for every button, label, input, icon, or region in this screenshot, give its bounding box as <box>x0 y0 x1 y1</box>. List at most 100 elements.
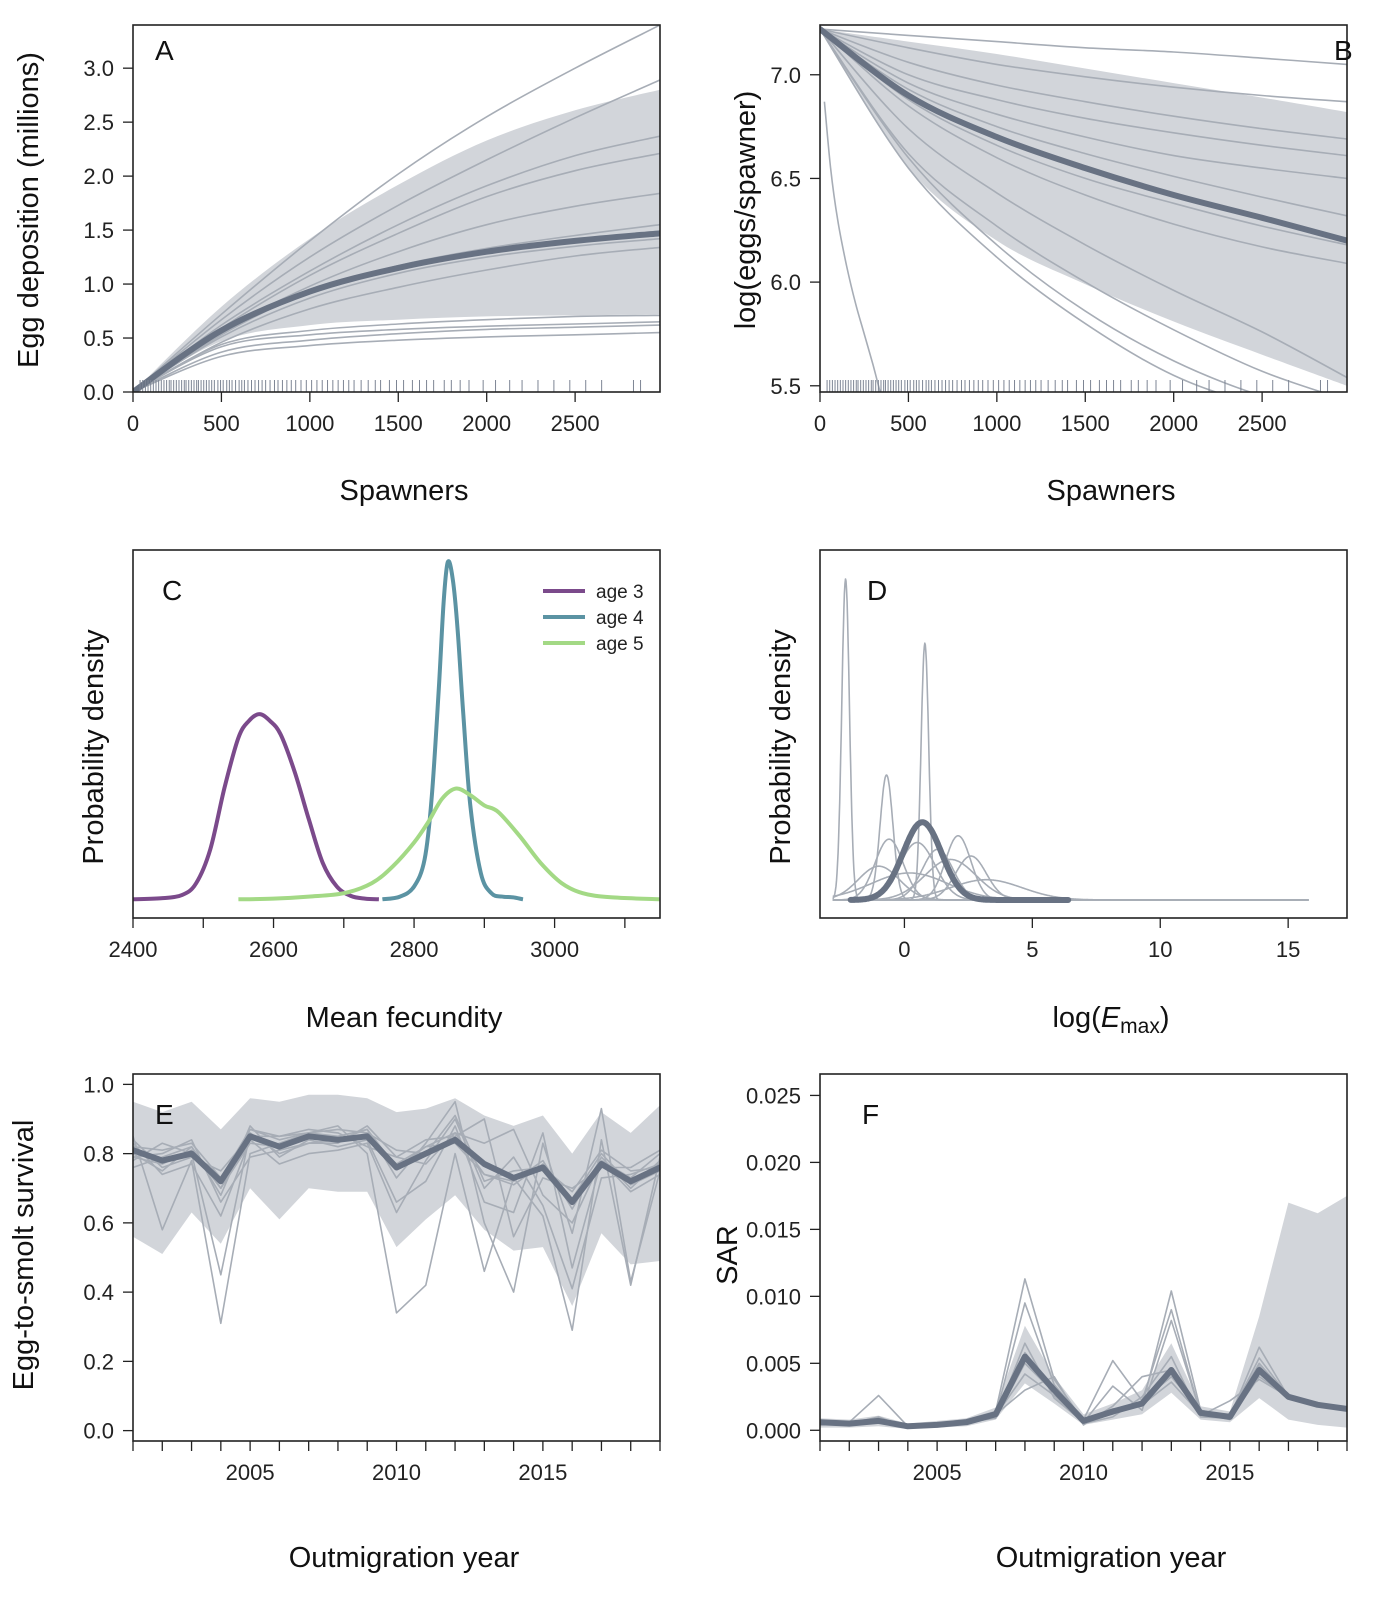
density-line <box>832 774 1309 901</box>
y-tick-label: 1.0 <box>83 272 114 297</box>
panel-a-label: A <box>155 35 174 66</box>
posterior-draw-line <box>820 28 1218 392</box>
y-tick-label: 3.0 <box>83 56 114 81</box>
x-tick-label: 3000 <box>530 937 579 962</box>
posterior-draw-line <box>133 1125 660 1269</box>
posterior-draw-line <box>133 1118 660 1238</box>
x-tick-label: 1000 <box>972 411 1021 436</box>
panel-e-xlabel: Outmigration year <box>289 1542 520 1574</box>
panel-f-credible-band <box>820 1195 1347 1429</box>
posterior-draw-line <box>820 28 1347 140</box>
panel-e-ylabel: Egg-to-smolt survival <box>8 1120 40 1391</box>
panel-b-axes: 0 500 1000 1500 2000 2500 5.5 6.0 6.5 7.0 <box>770 24 1348 436</box>
panel-c-density-lines <box>133 559 660 902</box>
x-tick-label: 1000 <box>285 411 334 436</box>
x-tick-label: 1500 <box>374 411 423 436</box>
panel-e: 2005 2010 2015 0.0 0.2 0.4 0.6 0.8 1.0 E Outmigr… <box>8 1072 661 1574</box>
x-tick-label: 2500 <box>551 411 600 436</box>
panel-frame <box>819 549 1348 919</box>
x-tick-label: 2005 <box>913 1460 962 1485</box>
median-line <box>820 26 1347 244</box>
panel-d-label: D <box>867 575 887 606</box>
y-tick-label: 0.020 <box>746 1150 801 1175</box>
panel-c: 2400 2600 2800 3000 C age 3 age 4 age 5 Mea… <box>78 549 661 1034</box>
panel-f-label: F <box>862 1099 879 1130</box>
panel-e-axes: 2005 2010 2015 0.0 0.2 0.4 0.6 0.8 1.0 <box>83 1072 661 1485</box>
y-tick-label: 1.5 <box>83 218 114 243</box>
density-line-age-4 <box>382 559 524 902</box>
x-tick-label: 2015 <box>1205 1460 1254 1485</box>
panel-d: 0 5 10 15 D log(Emax) Probability density <box>765 549 1348 1038</box>
y-tick-label: 0.025 <box>746 1083 801 1108</box>
panel-e-median-line <box>133 1133 660 1206</box>
panel-d-pooled-density <box>847 819 1072 903</box>
legend-label-age4: age 4 <box>596 608 644 629</box>
xlabel-close: ) <box>1160 1002 1170 1034</box>
panel-b-rug <box>826 380 1329 392</box>
y-tick-label: 0.0 <box>83 380 114 405</box>
posterior-draw-line <box>133 237 660 392</box>
panel-b-xlabel: Spawners <box>1047 475 1176 507</box>
xlabel-e-symbol: E <box>1101 1002 1121 1034</box>
y-tick-label: 2.5 <box>83 110 114 135</box>
posterior-draw-line <box>133 321 660 392</box>
posterior-draw-line <box>820 28 1347 246</box>
panel-b-label: B <box>1334 35 1353 66</box>
posterior-draw-line <box>133 331 660 392</box>
x-tick-label: 2000 <box>462 411 511 436</box>
x-tick-label: 15 <box>1276 937 1300 962</box>
posterior-draw-line <box>133 25 660 392</box>
panel-d-xlabel: log(Emax) <box>1052 1002 1169 1038</box>
x-tick-label: 2000 <box>1149 411 1198 436</box>
posterior-draw-line <box>820 28 1324 392</box>
y-tick-label: 7.0 <box>770 63 801 88</box>
panel-b-posterior-draws <box>820 28 1347 392</box>
panel-frame <box>132 24 661 393</box>
y-tick-label: 0.5 <box>83 326 114 351</box>
x-tick-label: 2005 <box>226 1460 275 1485</box>
panel-b-median-line <box>820 26 1347 244</box>
posterior-draw-line <box>133 314 660 392</box>
posterior-draw-line <box>133 1100 660 1293</box>
xlabel-max-subscript: max <box>1120 1015 1160 1038</box>
credible-band <box>820 29 1347 386</box>
panel-a-rug <box>139 380 642 392</box>
density-line-age-5 <box>238 786 660 902</box>
y-tick-label: 0.8 <box>83 1142 114 1167</box>
panel-f: 2005 2010 2015 0.000 0.005 0.010 0.015 0.020 0.0… <box>712 1073 1348 1574</box>
y-tick-label: 0.0 <box>83 1419 114 1444</box>
posterior-draw-line <box>820 28 1347 379</box>
posterior-draw-line <box>820 28 1347 180</box>
x-tick-label: 500 <box>890 411 927 436</box>
posterior-draw-line <box>133 135 660 392</box>
y-tick-label: 0.000 <box>746 1418 801 1443</box>
panel-b-credible-band <box>820 29 1347 386</box>
posterior-draw-line <box>820 28 1253 392</box>
x-tick-label: 500 <box>203 411 240 436</box>
panel-d-ylabel: Probability density <box>765 629 797 865</box>
y-tick-label: 0.015 <box>746 1217 801 1242</box>
median-line <box>133 1133 660 1206</box>
y-tick-label: 2.0 <box>83 164 114 189</box>
posterior-draw-line <box>133 1125 660 1331</box>
posterior-draw-line <box>133 246 660 392</box>
panel-a-axes: 0 500 1000 1500 2000 2500 0.0 0.5 1.0 1.5 2.0 2.5 3.… <box>83 24 661 436</box>
panel-c-axes: 2400 2600 2800 3000 <box>109 549 661 962</box>
x-tick-label: 2800 <box>390 937 439 962</box>
panel-f-median-line <box>820 1353 1347 1430</box>
y-tick-label: 5.5 <box>770 374 801 399</box>
y-tick-label: 0.005 <box>746 1351 801 1376</box>
x-tick-label: 2015 <box>518 1460 567 1485</box>
panel-c-label: C <box>162 575 182 606</box>
posterior-draw-line <box>133 1118 660 1290</box>
y-tick-label: 6.5 <box>770 166 801 191</box>
legend-label-age3: age 3 <box>596 582 644 603</box>
xlabel-log-open: log( <box>1052 1002 1101 1034</box>
panel-d-axes: 0 5 10 15 <box>819 549 1348 962</box>
posterior-draw-line <box>133 79 660 392</box>
legend-label-age5: age 5 <box>596 634 644 655</box>
posterior-draw-line <box>820 28 1347 66</box>
panel-frame <box>132 549 661 919</box>
panel-f-axes: 2005 2010 2015 0.000 0.005 0.010 0.015 0.020 0.0… <box>746 1073 1348 1485</box>
